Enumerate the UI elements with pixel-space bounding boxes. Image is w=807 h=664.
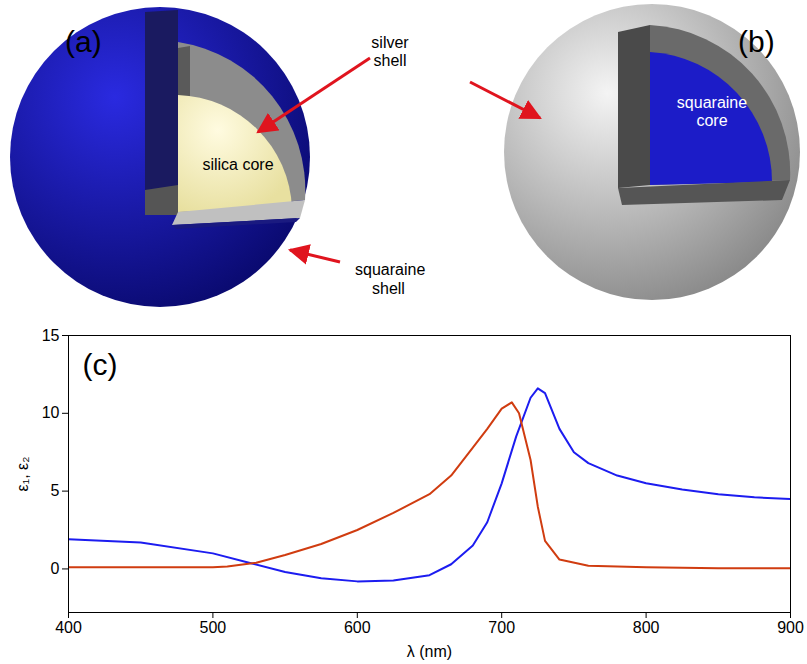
svg-text:10: 10 xyxy=(42,404,60,421)
svg-text:squaraine: squaraine xyxy=(355,261,425,278)
svg-text:900: 900 xyxy=(777,619,804,636)
svg-text:silvershell: silvershell xyxy=(371,34,409,69)
svg-text:(b): (b) xyxy=(738,25,775,58)
svg-text:shell: shell xyxy=(372,280,405,297)
svg-text:ε₁, ε₂: ε₁, ε₂ xyxy=(14,457,31,492)
svg-text:λ (nm): λ (nm) xyxy=(407,643,452,660)
svg-text:15: 15 xyxy=(42,327,60,344)
svg-text:(a): (a) xyxy=(65,25,102,58)
svg-text:800: 800 xyxy=(633,619,660,636)
svg-text:0: 0 xyxy=(51,560,60,577)
svg-text:400: 400 xyxy=(55,619,82,636)
svg-text:5: 5 xyxy=(51,482,60,499)
svg-text:silica core: silica core xyxy=(202,156,273,173)
svg-text:squarainecore: squarainecore xyxy=(677,94,747,129)
svg-text:700: 700 xyxy=(488,619,515,636)
svg-text:500: 500 xyxy=(200,619,227,636)
svg-text:(c): (c) xyxy=(83,348,118,381)
svg-text:600: 600 xyxy=(344,619,371,636)
